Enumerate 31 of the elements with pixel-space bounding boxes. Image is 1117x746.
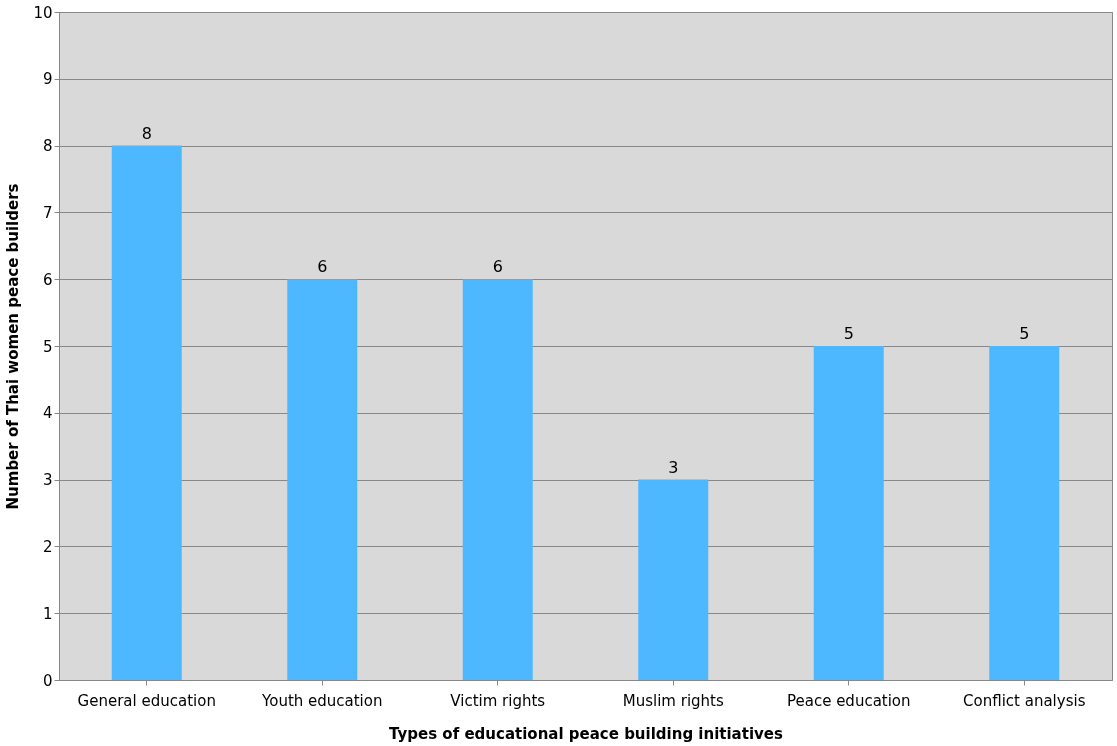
y-tick-label: 9 — [42, 70, 53, 89]
bar — [462, 279, 533, 680]
y-tick-label: 1 — [42, 604, 53, 623]
y-tick-label: 4 — [42, 404, 53, 423]
bar — [287, 279, 358, 680]
x-tick-label: Youth education — [261, 691, 383, 710]
bar — [813, 346, 884, 680]
x-tick-label: Conflict analysis — [963, 691, 1086, 710]
y-tick-label: 10 — [33, 3, 53, 22]
y-tick-label: 6 — [42, 270, 53, 289]
bar — [989, 346, 1060, 680]
data-label: 6 — [317, 257, 328, 277]
y-tick-label: 7 — [42, 203, 53, 222]
y-axis-title: Number of Thai women peace builders — [4, 183, 23, 510]
y-tick-label: 0 — [42, 671, 53, 690]
data-label: 6 — [492, 257, 503, 277]
x-tick-label: General education — [77, 691, 216, 710]
x-tick-label: Victim rights — [450, 691, 546, 710]
bar — [111, 145, 182, 680]
bar — [638, 479, 709, 680]
data-label: 5 — [1019, 324, 1030, 343]
y-tick-label: 3 — [42, 471, 53, 490]
data-label: 5 — [843, 324, 854, 343]
y-tick-label: 8 — [42, 137, 53, 156]
x-tick-label: Peace education — [786, 691, 911, 710]
y-tick-label: 5 — [42, 337, 53, 356]
data-label: 3 — [668, 457, 679, 477]
x-axis-title: Types of educational peace building initiatives — [389, 724, 783, 743]
data-label: 8 — [141, 123, 152, 143]
y-tick-label: 2 — [42, 537, 53, 556]
x-tick-label: Muslim rights — [622, 691, 724, 710]
